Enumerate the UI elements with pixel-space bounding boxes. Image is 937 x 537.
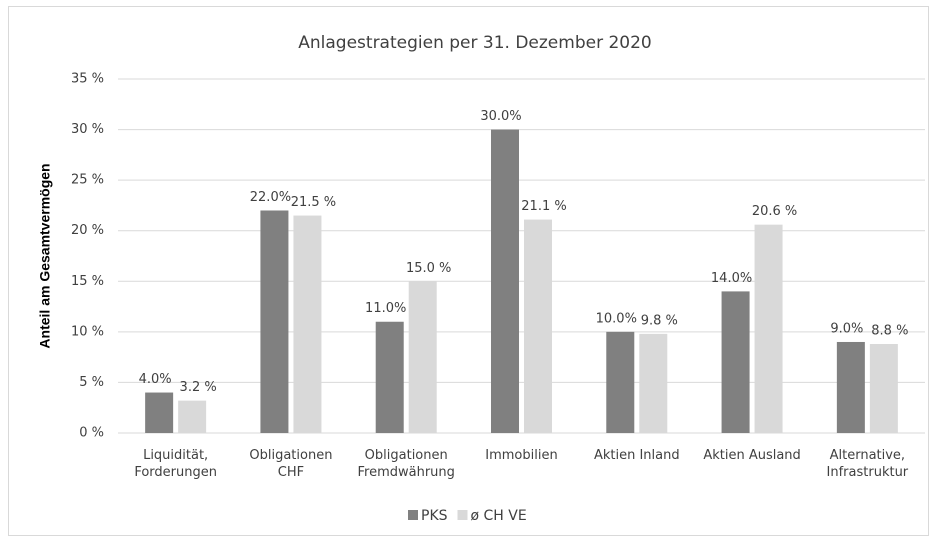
x-tick-label: Liquidität, Forderungen [134, 448, 217, 480]
data-label: 22.0% [250, 190, 291, 205]
bar [260, 210, 289, 433]
data-label: 30.0% [480, 109, 521, 124]
data-label: 3.2 % [180, 380, 217, 395]
data-label: 9.0% [830, 321, 863, 336]
y-tick-label: 20 % [71, 223, 104, 238]
data-label: 8.8 % [871, 323, 908, 338]
bar [639, 333, 668, 433]
bar [145, 392, 174, 433]
bar [836, 341, 865, 433]
data-label: 15.0 % [406, 261, 451, 276]
bar [408, 281, 437, 433]
bar [524, 219, 552, 433]
legend-swatch [457, 510, 468, 520]
legend-label: PKS [421, 508, 448, 524]
y-tick-label: 35 % [71, 72, 104, 87]
y-axis-label: Anteil am Gesamtvermögen [37, 163, 53, 348]
y-tick-label: 15 % [71, 274, 104, 289]
x-tick-label: Obligationen CHF [249, 448, 332, 480]
data-label: 20.6 % [752, 204, 797, 219]
bar [375, 321, 404, 433]
bar [491, 129, 519, 434]
x-tick-label: Aktien Ausland [703, 448, 800, 463]
data-label: 9.8 % [641, 313, 678, 328]
legend-label: ø CH VE [471, 508, 527, 524]
data-label: 11.0% [365, 301, 406, 316]
bar [293, 215, 322, 433]
data-label: 10.0% [596, 311, 637, 326]
x-tick-label: Aktien Inland [594, 448, 680, 463]
chart-title: Anlagestrategien per 31. Dezember 2020 [298, 33, 651, 53]
data-label: 4.0% [139, 372, 172, 387]
x-tick-label: Alternative, Infrastruktur [827, 448, 909, 480]
x-tick-label: Immobilien [485, 448, 557, 463]
data-label: 21.5 % [291, 195, 336, 210]
bar [869, 343, 898, 433]
y-tick-label: 30 % [71, 122, 104, 137]
bar [721, 291, 750, 433]
y-tick-label: 0 % [79, 426, 104, 441]
data-label: 21.1 % [521, 199, 566, 214]
bar [754, 224, 783, 433]
data-label: 14.0% [711, 271, 752, 286]
y-tick-label: 5 % [79, 375, 104, 390]
legend-swatch [408, 510, 418, 520]
bar [606, 331, 635, 433]
y-tick-label: 25 % [71, 173, 104, 188]
x-tick-label: Obligationen Fremdwährung [358, 448, 455, 480]
bar [178, 400, 207, 433]
y-tick-label: 10 % [71, 324, 104, 339]
